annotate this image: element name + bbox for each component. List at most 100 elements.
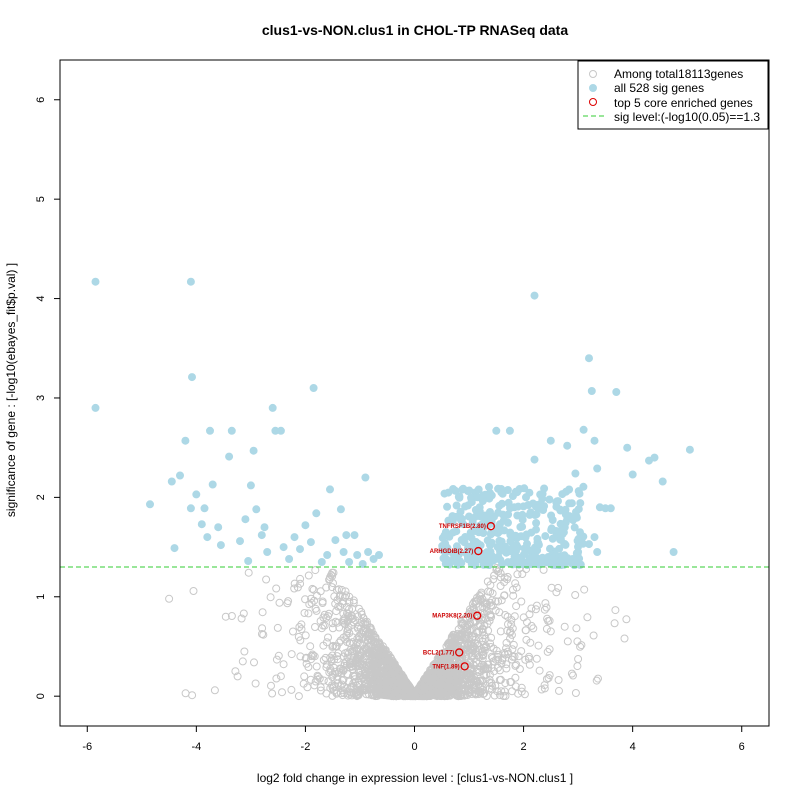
background-gene-point <box>343 689 352 698</box>
background-gene-point <box>337 680 346 689</box>
background-gene-point <box>339 666 348 675</box>
background-gene-point <box>512 602 521 611</box>
sig-gene-point <box>467 498 476 507</box>
background-gene-point <box>560 622 569 631</box>
background-gene-point <box>326 664 335 673</box>
core-gene-label: TNF(1.89) <box>432 664 459 670</box>
background-gene-point <box>492 655 500 664</box>
background-gene-point <box>258 630 266 638</box>
background-gene-point <box>227 612 236 620</box>
background-gene-point <box>299 679 308 688</box>
background-gene-point <box>487 596 496 605</box>
background-gene-point <box>274 651 283 660</box>
background-gene-point <box>341 620 350 629</box>
background-gene-point <box>484 660 493 669</box>
background-gene-point <box>449 647 458 656</box>
background-gene-point <box>392 691 401 700</box>
sig-gene-point <box>214 523 223 532</box>
sig-gene-point <box>474 539 483 548</box>
background-gene-point <box>592 676 601 685</box>
background-gene-point <box>262 575 271 584</box>
sig-gene-point <box>513 511 522 520</box>
sig-gene-point <box>524 501 533 509</box>
sig-gene-point <box>462 549 471 558</box>
background-gene-point <box>531 605 540 614</box>
background-gene-point <box>478 634 487 643</box>
background-gene-point <box>311 604 320 613</box>
background-gene-point <box>339 652 348 661</box>
background-gene-point <box>495 666 504 675</box>
chart-title: clus1-vs-NON.clus1 in CHOL-TP RNASeq dat… <box>262 22 568 38</box>
sig-gene-point <box>685 445 694 454</box>
background-gene-point <box>388 677 397 686</box>
sig-gene-point <box>486 508 494 516</box>
background-gene-point <box>496 627 505 636</box>
x-tick-label: 0 <box>411 741 417 753</box>
sig-gene-point <box>448 512 457 521</box>
background-gene-point <box>511 673 520 682</box>
sig-gene-point <box>236 537 244 546</box>
sig-gene-point <box>252 505 261 514</box>
background-gene-point <box>231 667 240 676</box>
sig-genes-layer <box>91 277 694 569</box>
sig-gene-point <box>353 551 362 559</box>
background-gene-point <box>552 588 561 597</box>
background-gene-point <box>394 689 403 698</box>
background-gene-point <box>268 689 277 698</box>
background-gene-point <box>465 613 474 622</box>
background-gene-point <box>307 599 316 607</box>
background-gene-point <box>539 565 548 574</box>
background-gene-point <box>414 684 423 693</box>
sig-gene-point <box>552 497 561 506</box>
sig-gene-point <box>454 492 463 501</box>
background-gene-point <box>301 631 310 640</box>
sig-gene-point <box>331 536 340 545</box>
background-gene-point <box>448 639 457 648</box>
background-gene-point <box>300 672 309 681</box>
legend-label-threshold: sig level:(-log10(0.05)==1.3 <box>614 110 760 124</box>
background-gene-point <box>259 630 268 639</box>
background-gene-point <box>389 692 398 701</box>
background-gene-point <box>494 597 503 606</box>
legend-label-sig: all 528 sig genes <box>614 81 704 95</box>
background-gene-point <box>496 675 505 684</box>
background-gene-point <box>365 674 374 683</box>
sig-gene-point <box>585 354 593 363</box>
sig-gene-point <box>459 484 468 493</box>
background-gene-point <box>540 605 549 614</box>
y-axis: 0 1 2 3 4 5 6 <box>35 97 60 699</box>
background-gene-point <box>365 635 374 644</box>
background-gene-point <box>345 629 354 638</box>
sig-gene-point <box>546 544 554 553</box>
background-gene-point <box>233 672 242 681</box>
background-gene-point <box>454 632 463 641</box>
sig-gene-point <box>361 473 370 482</box>
background-gene-point <box>434 662 443 671</box>
sig-gene-point <box>285 555 294 563</box>
legend-label-core: top 5 core enriched genes <box>614 96 753 110</box>
background-gene-point <box>308 650 317 659</box>
sig-gene-point <box>494 552 503 561</box>
background-gene-point <box>445 656 454 665</box>
background-gene-point <box>577 641 586 650</box>
background-gene-point <box>517 597 526 606</box>
sig-gene-point <box>188 373 196 382</box>
background-gene-point <box>491 597 500 606</box>
background-gene-point <box>555 686 563 695</box>
background-gene-point <box>359 614 368 623</box>
y-tick-label: 1 <box>35 594 47 600</box>
background-gene-point <box>490 571 499 580</box>
sig-gene-point <box>498 560 507 569</box>
background-gene-point <box>332 607 341 616</box>
y-tick-label: 6 <box>35 97 47 103</box>
background-gene-point <box>500 591 509 600</box>
sig-gene-point <box>527 560 536 569</box>
background-gene-point <box>463 663 472 671</box>
sig-gene-point <box>306 538 315 547</box>
background-gene-point <box>307 594 315 603</box>
background-gene-point <box>440 672 449 681</box>
background-gene-point <box>371 687 380 696</box>
sig-gene-point <box>487 529 495 538</box>
sig-gene-point <box>494 508 503 517</box>
